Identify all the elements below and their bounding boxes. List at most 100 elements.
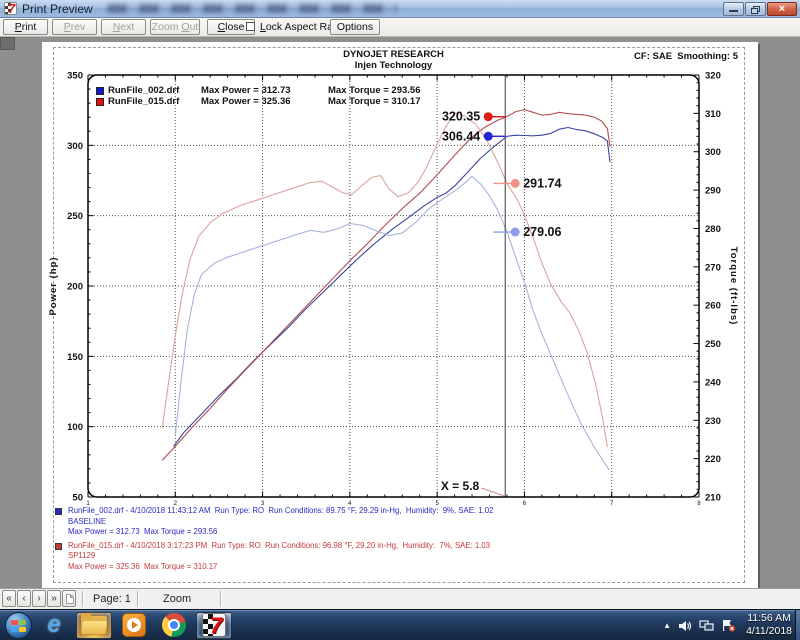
- taskbar: e 7 ▲ 11:56 AM 4/11/2018: [0, 609, 800, 640]
- svg-text:350: 350: [67, 71, 83, 82]
- legend-run-name: RunFile_002.drf: [108, 85, 180, 96]
- internet-explorer-icon: e: [47, 611, 61, 638]
- last-page-button[interactable]: »: [47, 590, 61, 607]
- svg-text:240: 240: [705, 377, 721, 388]
- legend-max-torque: Max Torque = 293.56: [328, 85, 421, 96]
- svg-text:X = 5.8: X = 5.8: [441, 479, 480, 493]
- svg-text:250: 250: [705, 339, 721, 350]
- taskbar-internet-explorer-icon[interactable]: e: [36, 612, 72, 639]
- close-window-button[interactable]: ×: [767, 2, 797, 16]
- svg-text:306.44: 306.44: [442, 129, 480, 143]
- print-button[interactable]: Print: [3, 19, 48, 35]
- legend-row: RunFile_002.drf Max Power = 312.73 Max T…: [96, 85, 421, 96]
- system-tray: ▲: [656, 610, 736, 640]
- svg-text:Torque (ft-lbs): Torque (ft-lbs): [728, 247, 739, 326]
- zoom-status: Zoom: [163, 593, 192, 605]
- run-info-line: RunFile_002.drf - 4/10/2018 11:43:12 AM …: [68, 506, 494, 515]
- options-button[interactable]: Options: [330, 19, 380, 35]
- statusbar: « ‹ › » Page: 1 Zoom: [0, 588, 800, 609]
- restore-button[interactable]: [745, 2, 766, 16]
- svg-text:320: 320: [705, 71, 721, 82]
- svg-text:230: 230: [705, 416, 721, 427]
- svg-text:8: 8: [697, 501, 701, 507]
- action-center-flag-icon[interactable]: [721, 619, 736, 632]
- taskbar-chrome-icon[interactable]: [156, 612, 192, 639]
- run-label-line: SP1129: [68, 551, 96, 560]
- prev-page-nav-button[interactable]: ‹: [17, 590, 31, 607]
- svg-text:320.35: 320.35: [442, 110, 480, 124]
- legend-run-name: RunFile_015.drf: [108, 96, 180, 107]
- taskbar-media-player-icon[interactable]: [116, 612, 152, 639]
- network-icon[interactable]: [699, 619, 714, 632]
- volume-icon[interactable]: [678, 620, 692, 632]
- clock-time: 11:56 AM: [747, 612, 791, 624]
- run-swatch-red: [55, 542, 62, 550]
- legend-max-torque: Max Torque = 310.17: [328, 96, 421, 107]
- svg-text:300: 300: [67, 141, 83, 152]
- folder-icon: [81, 612, 107, 635]
- run-detail-block: RunFile_015.drf - 4/10/2018 3:17:23 PM R…: [55, 541, 493, 573]
- svg-text:290: 290: [705, 186, 721, 197]
- taskbar-windows-explorer-icon[interactable]: [76, 611, 112, 639]
- next-page-nav-button[interactable]: ›: [32, 590, 46, 607]
- run-max-line: Max Power = 325.36 Max Torque = 310.17: [68, 561, 218, 571]
- run-info-line: RunFile_015.drf - 4/10/2018 3:17:23 PM R…: [68, 540, 491, 550]
- preview-corner-tab: [0, 37, 15, 50]
- clock-date: 4/11/2018: [746, 625, 792, 637]
- legend-swatch-red: [96, 97, 104, 106]
- chart-legend: RunFile_002.drf Max Power = 312.73 Max T…: [96, 85, 421, 107]
- run-max-line: Max Power = 312.73 Max Torque = 293.56: [68, 527, 218, 536]
- titlebar-redacted-text: [106, 4, 397, 13]
- svg-text:300: 300: [705, 147, 721, 158]
- page-icon: [66, 594, 74, 604]
- dyno-chart: 1 2 3 4 5 6 7 8 50 100 150 200 250 300 350 210 220 230 240…: [48, 71, 739, 508]
- svg-text:270: 270: [705, 262, 721, 273]
- prev-page-button: Prev: [52, 19, 97, 35]
- taskbar-clock[interactable]: 11:56 AM 4/11/2018: [746, 612, 792, 638]
- page-setup-button[interactable]: [62, 590, 76, 607]
- minimize-button[interactable]: [723, 2, 744, 16]
- titlebar: 7 Print Preview ×: [0, 0, 800, 18]
- window-title: Print Preview: [22, 1, 93, 16]
- taskbar-dynojet-icon[interactable]: 7: [196, 611, 232, 639]
- run-swatch-blue: [55, 508, 62, 515]
- svg-text:250: 250: [67, 211, 83, 222]
- svg-text:1: 1: [86, 501, 90, 507]
- svg-text:150: 150: [67, 352, 83, 363]
- run-label-line: BASELINE: [68, 516, 107, 526]
- page-number-status: Page: 1: [93, 593, 131, 605]
- svg-text:4: 4: [348, 501, 352, 507]
- legend-max-power: Max Power = 312.73: [201, 85, 291, 96]
- run-detail-block: RunFile_002.drf - 4/10/2018 11:43:12 AM …: [55, 506, 493, 538]
- svg-text:100: 100: [67, 422, 83, 433]
- svg-text:210: 210: [705, 493, 721, 504]
- first-page-button[interactable]: «: [2, 590, 16, 607]
- lock-aspect-ratio-label: Lock Aspect Ratio: [260, 21, 345, 33]
- hidden-icons-arrow[interactable]: ▲: [663, 621, 671, 630]
- chart-subtitle: Injen Technology: [354, 60, 433, 71]
- chart-title: DYNOJET RESEARCH: [343, 49, 444, 60]
- svg-text:260: 260: [705, 301, 721, 312]
- start-button[interactable]: [5, 611, 32, 639]
- app-icon: 7: [4, 2, 17, 15]
- legend-max-power: Max Power = 325.36: [201, 96, 291, 107]
- svg-text:5: 5: [435, 501, 439, 507]
- svg-text:280: 280: [705, 224, 721, 235]
- svg-text:279.06: 279.06: [523, 225, 561, 239]
- dynojet-winpep-icon: 7: [202, 613, 226, 637]
- print-preview-page[interactable]: DYNOJET RESEARCH Injen Technology CF: SA…: [42, 42, 758, 588]
- svg-text:6: 6: [523, 501, 527, 507]
- lock-aspect-ratio-checkbox[interactable]: [246, 22, 255, 31]
- page-margin-guides: [53, 47, 745, 583]
- svg-text:50: 50: [72, 493, 83, 504]
- show-desktop-button[interactable]: [795, 610, 800, 640]
- chart-header: DYNOJET RESEARCH Injen Technology: [88, 49, 699, 71]
- svg-text:291.74: 291.74: [523, 176, 561, 190]
- run-details: RunFile_002.drf - 4/10/2018 11:43:12 AM …: [55, 506, 493, 575]
- next-page-button: Next: [101, 19, 146, 35]
- svg-text:2: 2: [174, 501, 178, 507]
- svg-text:200: 200: [67, 282, 83, 293]
- zoom-out-button: Zoom Out: [150, 19, 200, 35]
- svg-text:220: 220: [705, 454, 721, 465]
- toolbar: Print Prev Next Zoom Out Close Lock Aspe…: [0, 18, 800, 37]
